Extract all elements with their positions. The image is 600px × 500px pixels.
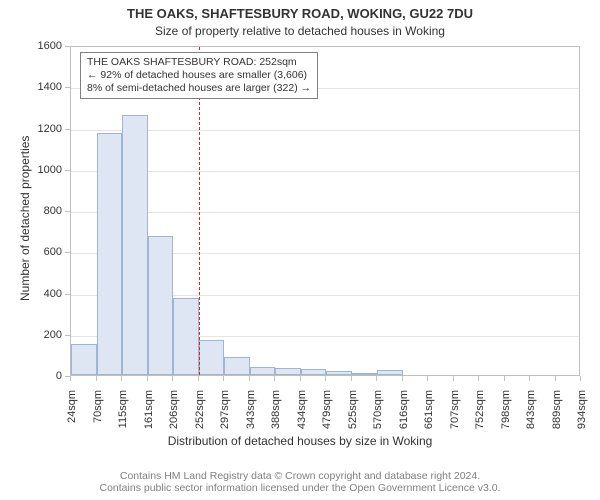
x-tick-label: 616sqm — [398, 390, 410, 440]
x-tick-label: 707sqm — [449, 390, 461, 440]
histogram-bar — [173, 298, 199, 375]
y-tick-label: 600 — [0, 246, 62, 258]
histogram-bar — [97, 133, 123, 375]
histogram-bar — [250, 367, 276, 375]
x-tick — [172, 376, 173, 381]
x-tick-label: 70sqm — [92, 390, 104, 440]
x-tick — [249, 376, 250, 381]
x-tick — [351, 376, 352, 381]
y-axis-label: Number of detached properties — [18, 136, 32, 301]
x-tick-label: 297sqm — [219, 390, 231, 440]
x-tick — [427, 376, 428, 381]
x-tick — [478, 376, 479, 381]
x-tick — [147, 376, 148, 381]
y-tick — [65, 335, 70, 336]
x-tick — [529, 376, 530, 381]
annotation-line: THE OAKS SHAFTESBURY ROAD: 252sqm — [87, 56, 311, 69]
x-tick-label: 798sqm — [500, 390, 512, 440]
x-tick-label: 161sqm — [143, 390, 155, 440]
x-tick — [300, 376, 301, 381]
annotation-line: 8% of semi-detached houses are larger (3… — [87, 82, 311, 95]
x-tick-label: 752sqm — [474, 390, 486, 440]
x-tick — [504, 376, 505, 381]
y-tick-label: 1000 — [0, 164, 62, 176]
x-tick — [223, 376, 224, 381]
x-tick-label: 570sqm — [372, 390, 384, 440]
x-tick-label: 479sqm — [321, 390, 333, 440]
x-tick-label: 343sqm — [245, 390, 257, 440]
x-tick-label: 24sqm — [66, 390, 78, 440]
x-tick-label: 934sqm — [576, 390, 588, 440]
x-tick — [274, 376, 275, 381]
x-tick — [376, 376, 377, 381]
x-tick-label: 434sqm — [296, 390, 308, 440]
figure: { "title_main": "THE OAKS, SHAFTESBURY R… — [0, 0, 600, 500]
chart-subtitle: Size of property relative to detached ho… — [0, 24, 600, 38]
y-tick-label: 1600 — [0, 40, 62, 52]
x-tick — [121, 376, 122, 381]
histogram-bar — [224, 357, 250, 375]
histogram-bar — [148, 236, 174, 375]
x-tick-label: 843sqm — [525, 390, 537, 440]
x-tick — [555, 376, 556, 381]
histogram-bar — [275, 368, 301, 375]
x-tick-label: 388sqm — [270, 390, 282, 440]
x-tick — [70, 376, 71, 381]
annotation-line: ← 92% of detached houses are smaller (3,… — [87, 69, 311, 82]
histogram-bar — [301, 369, 327, 375]
x-tick-label: 115sqm — [117, 390, 129, 440]
y-tick-label: 400 — [0, 288, 62, 300]
x-tick — [198, 376, 199, 381]
y-tick-label: 1200 — [0, 123, 62, 135]
x-tick — [325, 376, 326, 381]
footer-line: Contains HM Land Registry data © Crown c… — [0, 470, 600, 482]
chart-title: THE OAKS, SHAFTESBURY ROAD, WOKING, GU22… — [0, 6, 600, 21]
x-tick-label: 206sqm — [168, 390, 180, 440]
y-tick-label: 200 — [0, 329, 62, 341]
y-tick — [65, 252, 70, 253]
footer: Contains HM Land Registry data © Crown c… — [0, 470, 600, 494]
y-tick — [65, 87, 70, 88]
y-tick — [65, 46, 70, 47]
x-tick-label: 889sqm — [551, 390, 563, 440]
footer-line: Contains public sector information licen… — [0, 482, 600, 494]
y-tick-label: 0 — [0, 370, 62, 382]
annotation-box: THE OAKS SHAFTESBURY ROAD: 252sqm ← 92% … — [80, 52, 318, 99]
y-tick-label: 800 — [0, 205, 62, 217]
x-tick-label: 661sqm — [423, 390, 435, 440]
x-tick — [580, 376, 581, 381]
x-tick — [402, 376, 403, 381]
histogram-bar — [199, 340, 225, 375]
histogram-bar — [71, 344, 97, 375]
x-tick — [453, 376, 454, 381]
histogram-bar — [122, 115, 148, 375]
y-tick-label: 1400 — [0, 81, 62, 93]
histogram-bar — [326, 371, 352, 375]
x-tick-label: 252sqm — [194, 390, 206, 440]
y-tick — [65, 129, 70, 130]
histogram-bar — [377, 370, 403, 375]
x-tick-label: 525sqm — [347, 390, 359, 440]
y-tick — [65, 170, 70, 171]
histogram-bar — [352, 373, 378, 375]
x-tick — [96, 376, 97, 381]
y-tick — [65, 211, 70, 212]
y-tick — [65, 294, 70, 295]
